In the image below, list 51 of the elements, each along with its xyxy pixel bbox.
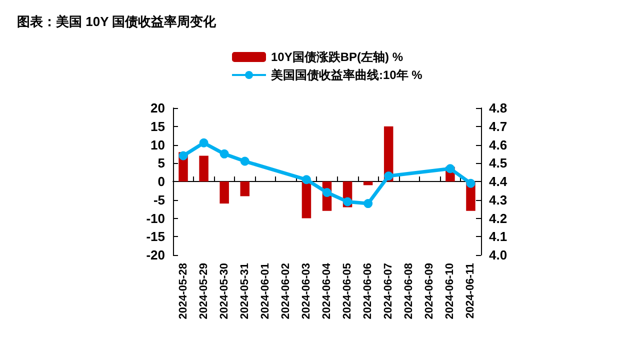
y-tick-label: 10 [150,137,165,152]
y2-tick-label: 4.1 [489,229,508,244]
y2-tick-label: 4.2 [489,210,508,226]
bar [220,182,229,204]
y-tick-label: -20 [146,248,165,262]
bar [302,182,312,218]
y2-tick-label: 4.4 [489,174,508,189]
point [364,199,373,208]
x-tick-label: 2024-06-11 [464,263,477,319]
y-tick-label: 5 [158,156,165,171]
legend-label: 10Y国债涨跌BP(左轴) % [271,50,404,64]
point [220,149,229,158]
y2-tick-label: 4.0 [489,248,508,262]
y2-tick-label: 4.5 [489,156,508,171]
y-tick-label: 0 [158,174,165,189]
point [178,151,188,160]
x-tick-label: 2024-06-08 [403,263,416,320]
point [343,197,352,206]
x-tick-label: 2024-06-02 [280,263,292,320]
y2-tick-label: 4.7 [489,118,508,134]
x-tick-label: 2024-06-04 [321,262,333,320]
point [384,171,394,180]
y2-tick-label: 4.8 [489,100,508,116]
y-tick-label: -5 [153,192,165,208]
point [446,164,455,174]
y2-tick-label: 4.3 [489,192,508,208]
x-tick-label: 2024-06-06 [362,263,374,320]
x-tick-label: 2024-06-01 [259,263,272,320]
legend-label: 美国国债收益率曲线:10年 % [270,68,423,82]
point [466,178,476,188]
y-tick-label: -15 [146,229,165,244]
x-tick-label: 2024-06-10 [444,263,456,320]
x-tick-label: 2024-06-03 [300,263,312,320]
y2-tick-label: 4.6 [489,137,508,152]
x-tick-label: 2024-05-31 [238,263,251,320]
x-tick-label: 2024-06-05 [342,263,354,320]
x-tick-label: 2024-05-29 [198,263,210,320]
point [240,156,250,166]
x-tick-label: 2024-06-09 [424,263,436,320]
x-tick-label: 2024-05-28 [177,263,190,320]
bar [199,156,208,182]
y-tick-label: -10 [146,210,165,226]
x-tick-label: 2024-05-30 [218,263,230,320]
y-tick-label: 15 [150,118,165,134]
y-tick-label: 20 [150,100,165,116]
point [302,175,311,184]
chart-title: 图表：美国 10Y 国债收益率周变化 [17,14,218,29]
bar [363,182,373,186]
bar [240,182,250,196]
point [199,138,208,148]
x-tick-label: 2024-06-07 [382,263,395,320]
